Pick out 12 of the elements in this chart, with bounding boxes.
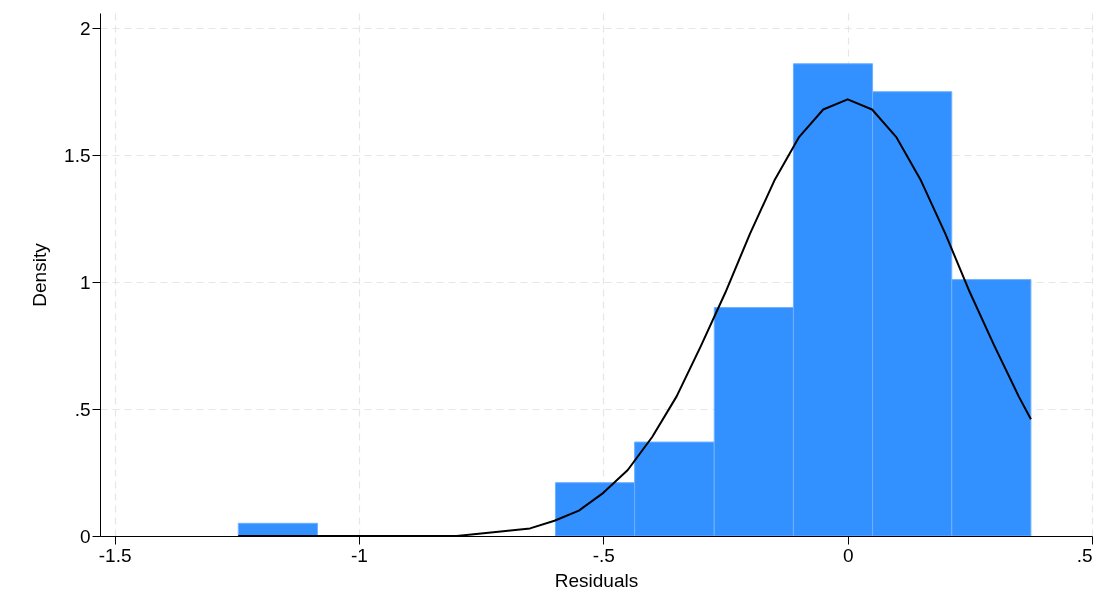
x-axis-title: Residuals bbox=[554, 569, 639, 591]
x-tick-label: .5 bbox=[1076, 544, 1093, 566]
y-tick-label: 2 bbox=[79, 17, 91, 39]
y-tick-label: 0 bbox=[79, 525, 91, 547]
x-tick-label: 0 bbox=[842, 544, 854, 566]
y-tick-label: 1 bbox=[79, 271, 91, 293]
x-tick-label: -.5 bbox=[592, 544, 615, 566]
y-axis-title: Density bbox=[29, 242, 51, 307]
y-tick-label: .5 bbox=[74, 398, 91, 420]
x-tick-label: -1 bbox=[351, 544, 368, 566]
x-tick-label: -1.5 bbox=[98, 544, 132, 566]
y-tick-label: 1.5 bbox=[64, 144, 91, 166]
